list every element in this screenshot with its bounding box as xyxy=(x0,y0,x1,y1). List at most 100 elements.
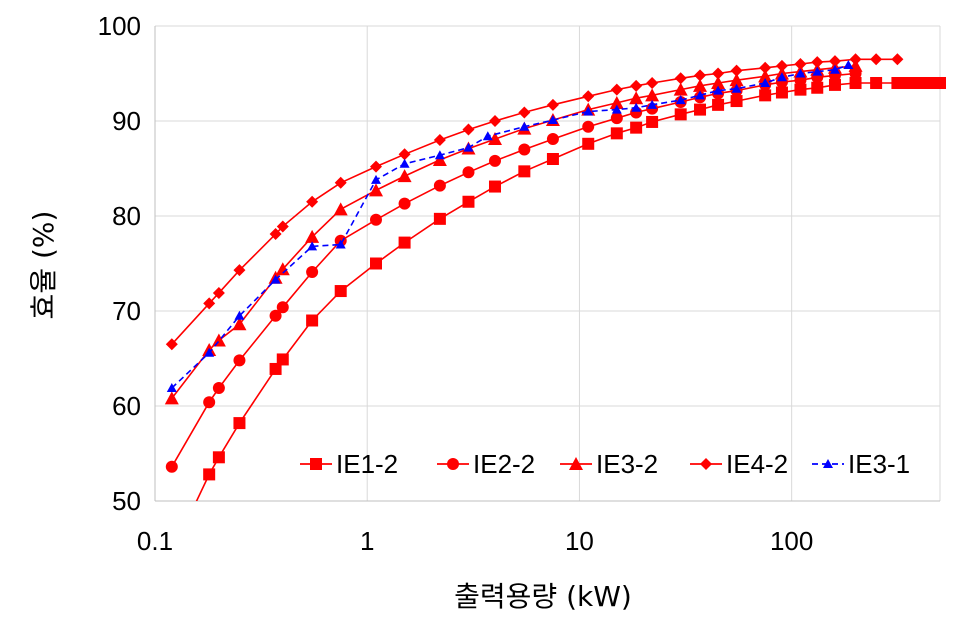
x-tick-label: 10 xyxy=(565,526,594,556)
data-point xyxy=(334,176,347,189)
data-point xyxy=(306,195,319,208)
data-point xyxy=(269,309,282,322)
data-point xyxy=(611,104,622,114)
data-point xyxy=(794,58,807,70)
data-point xyxy=(712,98,725,111)
data-point xyxy=(488,180,501,193)
data-point xyxy=(828,78,841,91)
data-point xyxy=(695,90,706,100)
data-point xyxy=(488,115,501,127)
data-point xyxy=(758,69,773,83)
data-point xyxy=(674,108,687,121)
data-point xyxy=(843,59,854,69)
x-tick-label: 1 xyxy=(360,526,374,556)
legend-marker xyxy=(447,458,459,470)
data-point xyxy=(711,76,726,89)
data-point xyxy=(646,115,659,128)
data-point xyxy=(482,131,493,141)
y-tick-label: 80 xyxy=(112,201,141,231)
data-point xyxy=(333,202,348,216)
data-point xyxy=(629,91,644,105)
data-point xyxy=(306,314,319,327)
data-point xyxy=(609,95,624,109)
data-point xyxy=(518,143,531,156)
data-point xyxy=(776,72,787,82)
x-axis-title: 출력용량 (kW) xyxy=(454,580,632,613)
data-point xyxy=(276,220,289,233)
data-point xyxy=(795,68,806,78)
legend-label: IE3-2 xyxy=(596,449,658,479)
legend-label: IE1-2 xyxy=(336,449,398,479)
data-point xyxy=(675,95,686,105)
data-point xyxy=(276,353,289,366)
data-point xyxy=(212,286,225,299)
data-point xyxy=(232,317,247,331)
data-point xyxy=(212,451,225,464)
legend-marker xyxy=(700,458,712,470)
data-point xyxy=(630,121,643,134)
data-point xyxy=(582,137,595,150)
data-point xyxy=(673,82,688,96)
data-point xyxy=(610,127,623,140)
data-point xyxy=(487,132,502,146)
data-point xyxy=(547,115,558,125)
data-point xyxy=(462,195,475,208)
data-point xyxy=(305,229,320,243)
data-point xyxy=(370,213,383,226)
grid xyxy=(154,25,941,502)
data-point xyxy=(165,338,178,351)
data-point xyxy=(712,67,725,80)
data-point xyxy=(269,362,282,375)
y-tick-label: 100 xyxy=(98,11,141,41)
data-point xyxy=(370,257,383,270)
y-tick-label: 70 xyxy=(112,296,141,326)
x-tick-label: 0.1 xyxy=(137,526,173,556)
data-point xyxy=(518,106,531,119)
y-tick-label: 60 xyxy=(112,391,141,421)
series-line xyxy=(171,64,849,389)
data-point xyxy=(335,239,346,249)
data-point xyxy=(694,103,707,116)
data-point xyxy=(583,106,594,116)
data-point xyxy=(713,85,724,95)
data-point xyxy=(891,77,904,89)
data-point xyxy=(902,77,915,89)
legend-label: IE3-1 xyxy=(848,449,910,479)
data-point xyxy=(462,123,475,136)
data-point xyxy=(775,86,788,99)
data-point xyxy=(397,169,412,183)
data-point xyxy=(674,72,687,85)
data-point xyxy=(582,120,595,133)
data-point xyxy=(398,197,411,210)
data-point xyxy=(203,468,216,481)
data-point xyxy=(811,56,824,69)
data-point xyxy=(433,134,446,146)
data-point xyxy=(829,64,840,74)
data-point xyxy=(693,78,708,92)
data-point xyxy=(546,133,559,146)
series-ie3-2 xyxy=(164,58,863,405)
data-point xyxy=(828,55,841,68)
data-point xyxy=(518,165,531,178)
data-point xyxy=(849,77,862,89)
data-point xyxy=(275,262,290,276)
series-ie4-2 xyxy=(165,53,904,351)
series-ie2-2 xyxy=(165,67,862,473)
data-point xyxy=(399,158,410,168)
data-point xyxy=(369,183,384,197)
data-point xyxy=(270,274,281,284)
data-point xyxy=(488,154,501,167)
data-point xyxy=(646,77,659,89)
data-point xyxy=(759,89,772,102)
data-point xyxy=(775,59,788,72)
data-point xyxy=(546,153,559,165)
data-point xyxy=(432,152,447,166)
data-point xyxy=(730,95,743,108)
legend-label: IE2-2 xyxy=(473,449,535,479)
data-point xyxy=(462,166,475,179)
series-line xyxy=(171,58,898,345)
data-point xyxy=(370,160,383,173)
data-point xyxy=(610,83,623,96)
data-point xyxy=(924,77,937,89)
